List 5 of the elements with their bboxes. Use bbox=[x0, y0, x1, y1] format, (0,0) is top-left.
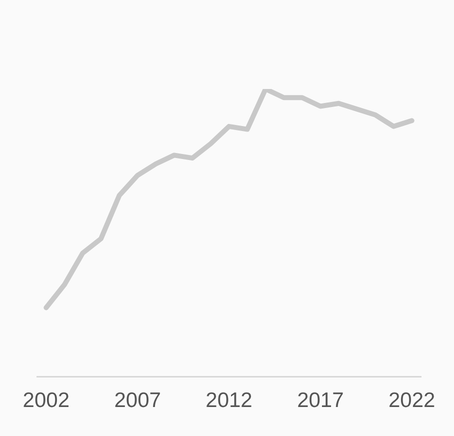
x-tick-label: 2007 bbox=[114, 389, 161, 412]
x-tick-label: 2012 bbox=[206, 389, 252, 412]
x-tick-label: 2002 bbox=[22, 389, 70, 412]
x-tick-label: 2022 bbox=[388, 389, 436, 412]
x-tick-label: 2017 bbox=[297, 389, 344, 412]
